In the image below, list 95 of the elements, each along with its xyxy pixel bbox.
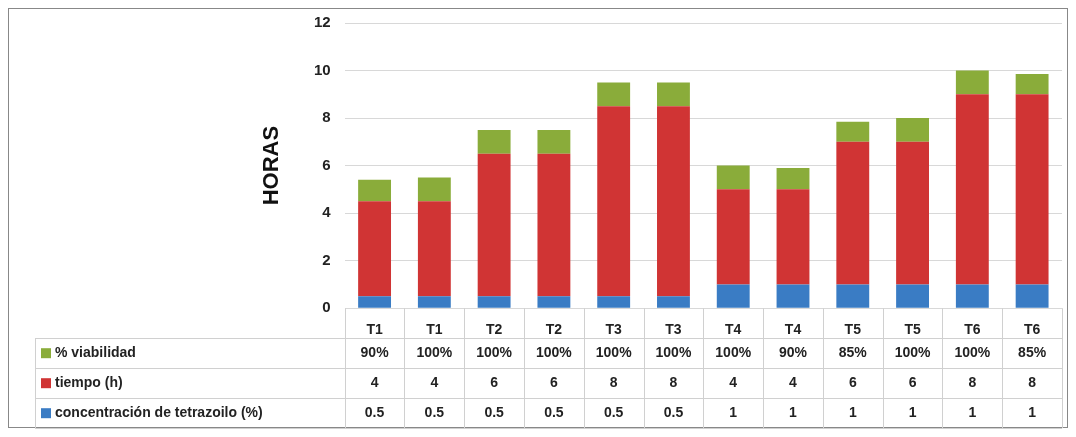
y-tick-label: 2: [322, 250, 331, 268]
data-label: 100%: [954, 344, 991, 361]
bar: [657, 296, 690, 308]
bar: [597, 106, 631, 297]
data-label: 8: [609, 374, 618, 391]
x-tick-label: T3: [665, 321, 682, 338]
bar: [776, 284, 810, 308]
bar: [358, 296, 392, 308]
x-tick-label: T4: [725, 321, 742, 338]
data-label: 1: [908, 404, 917, 421]
data-label: 6: [490, 374, 499, 391]
bar: [537, 153, 571, 297]
data-label: 0.5: [603, 404, 624, 421]
data-label: 1: [729, 404, 738, 421]
x-tick-label: T1: [366, 321, 383, 338]
data-label: 100%: [476, 344, 513, 361]
data-label: 6: [550, 374, 558, 391]
data-label: 0.5: [424, 404, 445, 421]
bar: [716, 165, 750, 190]
bar: [716, 189, 750, 285]
data-label: 1: [1028, 404, 1037, 421]
y-tick-label: 6: [322, 155, 331, 173]
data-label: 4: [370, 374, 379, 391]
bar: [477, 129, 511, 154]
data-label: 4: [430, 374, 439, 391]
y-axis-title: HORAS: [258, 125, 284, 206]
data-label: 100%: [655, 344, 692, 361]
bar: [1015, 284, 1049, 308]
bar: [477, 153, 511, 297]
data-label: 100%: [595, 344, 633, 361]
data-label: 100%: [715, 344, 752, 361]
bar: [896, 118, 929, 142]
bar: [358, 179, 392, 202]
data-label: 6: [908, 374, 917, 391]
x-tick-label: T1: [426, 321, 443, 338]
y-tick-label: 4: [322, 203, 332, 221]
bar: [417, 201, 451, 297]
data-label: 1: [789, 404, 798, 421]
data-label: 1: [968, 404, 977, 421]
bar: [537, 129, 571, 154]
bar: [836, 284, 870, 308]
legend-label: % viabilidad: [55, 344, 136, 361]
bar: [836, 141, 870, 285]
data-label: 90%: [778, 344, 808, 361]
data-label: 0.5: [364, 404, 385, 421]
data-label: 0.5: [484, 404, 505, 421]
data-label: 8: [1028, 374, 1037, 391]
data-label: 8: [669, 374, 678, 391]
y-tick-label: 0: [322, 298, 331, 316]
bar: [896, 284, 929, 308]
y-tick-label: 12: [314, 13, 331, 31]
legend-label: concentración de tetrazoilo (%): [55, 404, 263, 421]
bar: [657, 82, 690, 107]
bar: [597, 296, 631, 308]
bar: [955, 70, 989, 95]
x-tick-label: T5: [844, 321, 862, 338]
bar: [537, 296, 571, 308]
bar: [597, 82, 631, 107]
data-label: 8: [968, 374, 977, 391]
bar: [1015, 74, 1049, 95]
bar: [955, 284, 989, 308]
data-label: 0.5: [544, 404, 564, 421]
bar: [417, 177, 451, 202]
data-label: 6: [848, 374, 857, 391]
bar: [836, 121, 870, 142]
x-tick-label: T2: [485, 321, 503, 338]
bar: [716, 284, 750, 308]
data-label: 100%: [416, 344, 453, 361]
data-label: 90%: [360, 344, 390, 361]
bar: [1015, 94, 1049, 285]
data-label: 0.5: [663, 404, 684, 421]
bar: [657, 106, 690, 297]
data-label: 1: [848, 404, 857, 421]
y-tick-label: 8: [322, 108, 331, 126]
bar: [417, 296, 451, 308]
bar: [776, 167, 810, 190]
y-tick-label: 10: [314, 60, 331, 78]
bar: [358, 201, 392, 297]
x-tick-label: T2: [545, 321, 563, 338]
data-label: 4: [789, 374, 798, 391]
data-label: 4: [729, 374, 738, 391]
x-tick-label: T6: [1023, 321, 1041, 338]
bar: [896, 141, 929, 285]
bar: [776, 189, 810, 285]
data-label: 100%: [894, 344, 932, 361]
x-tick-label: T6: [964, 321, 981, 338]
data-label: 85%: [838, 344, 868, 361]
bar: [955, 94, 989, 285]
data-label: 100%: [536, 344, 573, 361]
x-tick-label: T3: [605, 321, 623, 338]
x-tick-label: T4: [784, 321, 802, 338]
legend-label: tiempo (h): [55, 374, 123, 391]
x-tick-label: T5: [904, 321, 921, 338]
bar: [477, 296, 511, 308]
data-label: 85%: [1018, 344, 1047, 361]
